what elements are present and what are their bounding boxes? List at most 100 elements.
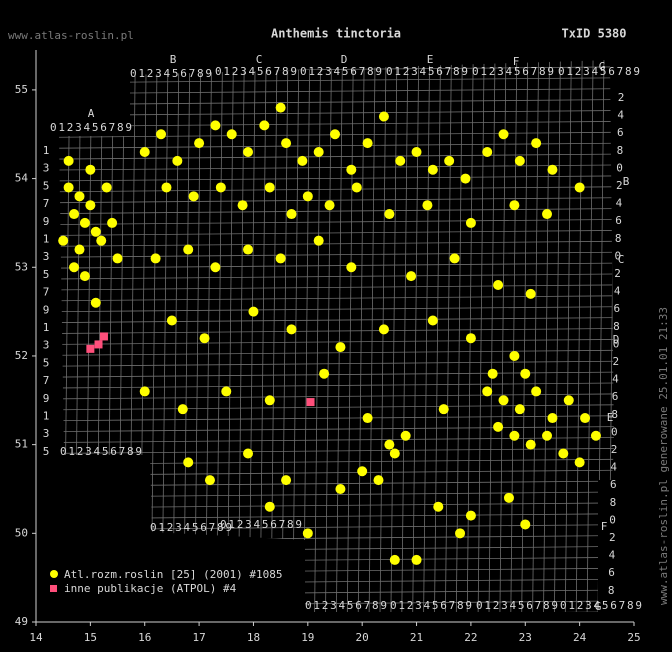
grid-digit: 5 — [43, 268, 50, 281]
grid-line-h — [59, 491, 614, 498]
y-tick-label: 53 — [15, 260, 28, 273]
grid-line-v — [270, 60, 278, 612]
grid-line-v — [521, 60, 529, 612]
grid-digit: 4 — [617, 109, 624, 122]
grid-digits: 0123456789 — [558, 65, 640, 78]
record-dot — [85, 164, 96, 175]
record-dot — [389, 448, 400, 459]
record-dot — [183, 244, 194, 255]
record-dot — [449, 253, 460, 264]
grid-line-h — [59, 273, 614, 280]
record-dot — [264, 182, 275, 193]
grid-line-h — [59, 404, 614, 411]
record-dot — [520, 519, 531, 530]
grid-line-v — [586, 60, 594, 612]
record-dot — [520, 368, 531, 379]
grid-line-h — [59, 175, 614, 182]
grid-digit: 9 — [43, 392, 50, 405]
grid-line-v — [401, 60, 409, 612]
record-dot — [74, 191, 85, 202]
record-dot — [362, 138, 373, 149]
record-dot — [547, 413, 558, 424]
grid-digit: 2 — [614, 267, 621, 280]
grid-line-h — [59, 437, 614, 443]
record-square — [306, 398, 315, 407]
record-dot — [465, 333, 476, 344]
record-square — [94, 340, 103, 349]
record-dot — [373, 475, 384, 486]
grid-letter: F — [601, 520, 608, 533]
grid-line-h — [59, 480, 614, 487]
grid-letter: C — [256, 53, 263, 66]
record-dot — [215, 182, 226, 193]
record-dot — [542, 209, 553, 220]
grid-digit: 5 — [43, 445, 50, 458]
grid-letter: F — [513, 55, 520, 68]
grid-digit: 9 — [43, 215, 50, 228]
record-dot — [498, 129, 509, 140]
record-dot — [574, 457, 585, 468]
record-dot — [194, 138, 205, 149]
record-dot — [161, 182, 172, 193]
x-tick-label: 17 — [192, 631, 205, 644]
record-dot — [226, 129, 237, 140]
grid-letter: B — [170, 53, 177, 66]
grid-digits: 0123456789 — [130, 67, 212, 80]
y-tick-label: 50 — [15, 526, 28, 539]
grid-line-h — [59, 197, 614, 204]
grid-digits: 0123456789 — [50, 121, 132, 134]
record-dot — [183, 457, 194, 468]
record-dot — [281, 138, 292, 149]
grid-line-v — [194, 60, 202, 612]
x-tick-label: 19 — [301, 631, 314, 644]
grid-line-v — [281, 60, 289, 612]
x-tick-label: 21 — [410, 631, 423, 644]
record-dot — [514, 404, 525, 415]
grid-digit: 1 — [43, 233, 50, 246]
record-dot — [150, 253, 161, 264]
record-dot — [69, 209, 80, 220]
grid-line-v — [575, 60, 583, 612]
record-dot — [378, 324, 389, 335]
record-dot — [90, 226, 101, 237]
record-dot — [335, 342, 346, 353]
record-dot — [514, 155, 525, 166]
record-dot — [313, 235, 324, 246]
record-dot — [286, 209, 297, 220]
atpol-grid — [59, 60, 614, 612]
record-dot — [324, 200, 335, 211]
x-tick-label: 23 — [519, 631, 532, 644]
grid-digit: 2 — [618, 91, 625, 104]
grid-digit: 6 — [608, 566, 615, 579]
y-tick-label: 54 — [15, 172, 29, 185]
x-tick-label: 14 — [29, 631, 43, 644]
record-dot — [330, 129, 340, 140]
grid-digit: 6 — [615, 214, 622, 227]
record-dot — [264, 501, 275, 512]
grid-letter: G — [595, 600, 602, 613]
grid-line-h — [59, 524, 614, 531]
grid-line-h — [59, 382, 614, 389]
grid-letter: E — [607, 411, 614, 424]
grid-digit: 2 — [611, 443, 618, 456]
legend-label: inne publikacje (ATPOL) #4 — [64, 582, 237, 595]
record-dot — [357, 466, 368, 477]
record-dot — [411, 554, 422, 565]
grid-digit: 4 — [614, 285, 621, 298]
grid-line-h — [59, 426, 614, 432]
record-dot — [199, 333, 210, 344]
grid-digit: 8 — [611, 408, 618, 421]
grid-line-v — [554, 60, 561, 612]
record-dot — [302, 191, 313, 202]
x-tick-label: 18 — [247, 631, 260, 644]
grid-digit: 4 — [616, 197, 623, 210]
grid-digit: 4 — [610, 461, 617, 474]
grid-digit: 7 — [43, 197, 50, 210]
record-dot — [243, 244, 254, 255]
record-dot — [422, 200, 433, 211]
x-tick-label: 20 — [356, 631, 369, 644]
record-dot — [139, 386, 150, 397]
record-dot — [411, 146, 422, 157]
grid-line-h — [59, 328, 614, 334]
x-tick-label: 16 — [138, 631, 151, 644]
